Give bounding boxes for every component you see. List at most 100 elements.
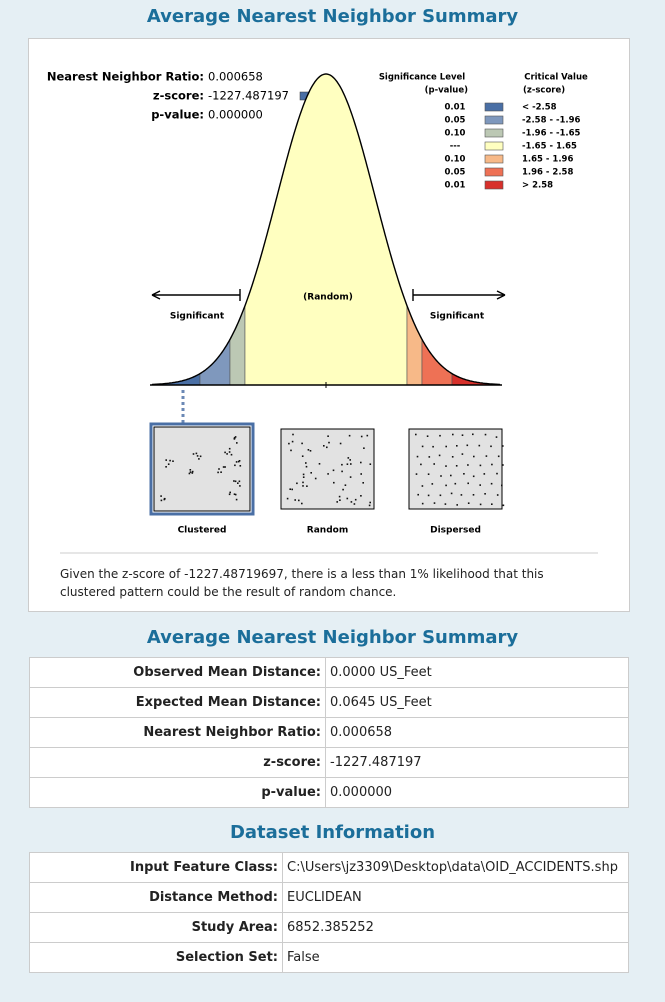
legend-p: 0.01: [445, 103, 466, 113]
dot: [291, 440, 294, 443]
dot: [362, 482, 364, 484]
table-row: Distance Method: EUCLIDEAN: [29, 882, 629, 913]
curve: [152, 73, 500, 386]
pattern-label: Clustered: [178, 526, 227, 536]
dot: [336, 501, 338, 503]
dot: [496, 494, 499, 496]
legend-range: -2.58 - -1.96: [522, 116, 581, 126]
dot: [234, 436, 237, 438]
row-label: Nearest Neighbor Ratio:: [29, 717, 326, 748]
dot: [228, 493, 231, 496]
row-value: 0.000000: [325, 777, 629, 808]
dot: [341, 463, 343, 466]
dataset-table: Input Feature Class: C:\Users\jz3309\Desk…: [29, 852, 629, 973]
legend-range: 1.65 - 1.96: [522, 155, 573, 165]
pattern-label: Random: [307, 526, 348, 536]
dot: [165, 459, 167, 461]
stat-label: p-value:: [151, 108, 204, 122]
dot: [421, 445, 424, 448]
dot: [233, 480, 235, 482]
dot: [238, 480, 241, 483]
dot: [461, 434, 464, 436]
dot: [354, 498, 357, 501]
curve-region: [406, 305, 423, 386]
dot: [323, 445, 325, 447]
dot: [217, 471, 219, 474]
dot: [479, 484, 481, 486]
row-value: EUCLIDEAN: [282, 882, 629, 913]
pattern-box: [280, 428, 375, 510]
dot: [348, 434, 351, 437]
dot: [314, 477, 317, 480]
legend-heading: Significance Level: [379, 73, 465, 83]
legend-heading: (z-score): [523, 86, 565, 96]
table-row: Selection Set: False: [29, 942, 629, 973]
dot: [235, 461, 238, 463]
dot: [439, 434, 441, 437]
dot: [350, 463, 352, 465]
dot: [199, 455, 202, 458]
stat-label: z-score:: [153, 89, 204, 103]
dot: [172, 460, 174, 462]
dot: [189, 469, 192, 471]
dot: [291, 488, 293, 491]
dot: [342, 488, 344, 491]
dot: [501, 484, 503, 487]
dot: [440, 475, 442, 477]
legend-p: 0.05: [445, 168, 466, 178]
dot: [290, 449, 292, 452]
dot: [445, 445, 447, 448]
dot: [455, 465, 458, 467]
dot: [483, 473, 486, 475]
dot: [427, 473, 430, 475]
dot: [229, 491, 231, 494]
dot: [463, 473, 465, 475]
dot: [350, 501, 353, 503]
legend-swatch: [484, 102, 504, 112]
arrow: [412, 289, 506, 301]
dot: [160, 499, 163, 502]
legend-p: 0.05: [445, 116, 466, 126]
legend-p: 0.10: [445, 129, 466, 139]
dot: [472, 475, 475, 478]
dot: [490, 445, 492, 448]
legend-range: -1.65 - 1.65: [522, 142, 577, 152]
pattern-box: [153, 426, 251, 512]
report-title: Average Nearest Neighbor Summary: [146, 6, 519, 27]
dot: [236, 442, 238, 444]
legend-swatch: [484, 180, 504, 190]
dot: [346, 463, 349, 465]
dot: [305, 462, 307, 464]
table-row: Study Area: 6852.385252: [29, 912, 629, 943]
dot: [163, 498, 166, 501]
dot: [347, 457, 350, 459]
dot: [451, 456, 454, 458]
dot: [198, 458, 200, 460]
dot: [234, 480, 237, 483]
dot: [307, 449, 310, 451]
curve-region: [229, 305, 246, 386]
dot: [286, 497, 289, 500]
row-label: Distance Method:: [29, 882, 283, 913]
dot: [417, 493, 419, 496]
dot: [302, 476, 305, 478]
stat-value: 0.000000: [208, 108, 263, 122]
dot: [421, 485, 424, 487]
dot: [360, 473, 362, 475]
dot: [420, 463, 422, 466]
dot: [415, 473, 418, 475]
dot: [326, 446, 328, 449]
dot: [344, 484, 347, 486]
dot: [445, 484, 447, 487]
dot: [160, 495, 162, 497]
dot: [360, 495, 362, 497]
dot: [496, 472, 498, 475]
dot: [239, 465, 242, 467]
table-row: p-value: 0.000000: [29, 777, 629, 808]
dot: [195, 452, 198, 455]
dot: [444, 503, 447, 505]
row-label: z-score:: [29, 747, 326, 778]
row-label: Selection Set:: [29, 942, 283, 973]
